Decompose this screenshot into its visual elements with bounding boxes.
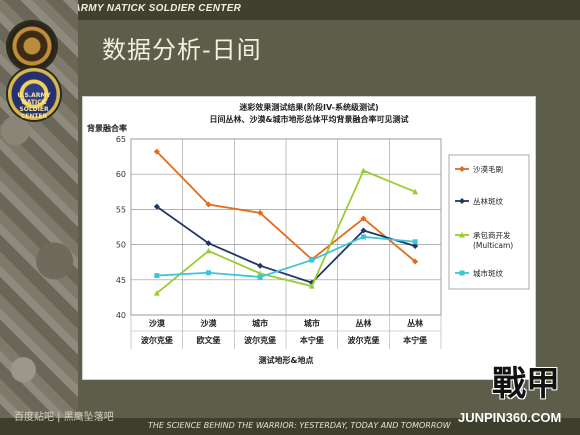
data-point <box>459 232 465 238</box>
y-tick-label: 65 <box>116 135 126 144</box>
data-point <box>309 257 315 263</box>
site-url: JUNPIN360.COM <box>458 410 562 425</box>
data-point <box>206 270 211 276</box>
x-tick-label: 本宁堡 <box>299 335 324 345</box>
x-tick-label: 波尔克堡 <box>141 335 173 345</box>
data-point <box>412 188 419 195</box>
footer-tagline: THE SCIENCE BEHIND THE WARRIOR: YESTERDA… <box>148 421 451 430</box>
series-line <box>156 151 416 263</box>
y-tick-label: 60 <box>116 170 126 179</box>
chart-title: 迷彩效果测试结果(阶段IV-系统级测试) <box>238 102 378 112</box>
series-line <box>156 235 416 278</box>
x-tick-label: 丛林 <box>407 318 423 328</box>
x-tick-label: 城市 <box>304 318 320 328</box>
legend-label: 城市斑纹 <box>473 268 503 278</box>
x-tick-label: 波尔克堡 <box>244 335 276 345</box>
data-point <box>360 167 367 174</box>
badge-text: U.S.ARMY NATICK SOLDIER CENTER <box>17 92 51 120</box>
data-point <box>308 283 315 289</box>
data-point <box>361 234 366 240</box>
data-point <box>153 290 160 296</box>
data-point <box>205 201 212 208</box>
header-bar: US ARMY NATICK SOLDIER CENTER <box>0 0 580 20</box>
data-point <box>412 258 419 265</box>
legend-label: 沙漠毛刷 <box>473 164 503 174</box>
footer-bar <box>0 418 580 435</box>
data-point <box>360 215 367 222</box>
org-title: US ARMY NATICK SOLDIER CENTER <box>56 3 242 14</box>
brand-logo: 戰甲 <box>492 364 560 404</box>
data-point <box>205 240 212 247</box>
data-point <box>459 198 465 204</box>
y-tick-label: 40 <box>116 311 126 320</box>
data-point <box>412 243 419 250</box>
legend-label: 承包商开发 <box>473 230 511 240</box>
y-tick-label: 50 <box>116 241 126 250</box>
legend-label: 丛林斑纹 <box>473 196 503 206</box>
data-point <box>257 262 264 269</box>
data-point <box>257 209 264 216</box>
slide-title: 数据分析-日间 <box>102 36 262 64</box>
watermark: 百度贴吧 | 黑鹰坠落吧 <box>14 412 114 423</box>
x-axis-label: 测试地形&地点 <box>259 355 314 365</box>
y-tick-label: 45 <box>116 276 126 285</box>
data-point <box>153 148 160 155</box>
x-tick-label: 沙漠 <box>201 318 218 328</box>
series-line <box>156 205 416 284</box>
legend-label: (Multicam) <box>473 241 513 250</box>
data-point <box>154 273 160 279</box>
army-natick-badge-logo <box>8 68 60 120</box>
chart-subtitle: 日间丛林、沙漠&城市地形总体平均背景融合率可见测试 <box>210 114 409 124</box>
x-tick-label: 丛林 <box>356 318 372 328</box>
y-axis-label: 背景融合率 <box>87 123 127 133</box>
data-point <box>360 227 367 234</box>
line-chart: 迷彩效果测试结果(阶段IV-系统级测试) 日间丛林、沙漠&城市地形总体平均背景融合… <box>87 102 530 365</box>
soldier-emblem-logo <box>8 22 56 70</box>
data-point <box>153 203 160 210</box>
data-point <box>412 239 418 245</box>
data-point <box>459 270 465 276</box>
x-tick-label: 城市 <box>252 318 268 328</box>
legend-box <box>448 154 530 290</box>
x-tick-label: 波尔克堡 <box>348 335 380 345</box>
chart-panel: 迷彩效果测试结果(阶段IV-系统级测试) 日间丛林、沙漠&城市地形总体平均背景融合… <box>82 96 536 380</box>
series-line <box>156 169 416 294</box>
data-point <box>459 166 465 172</box>
x-tick-label: 欧文堡 <box>197 335 221 345</box>
data-point <box>257 274 263 280</box>
data-point <box>205 247 212 254</box>
x-tick-label: 沙漠 <box>149 318 166 328</box>
x-tick-label: 本宁堡 <box>402 335 427 345</box>
y-tick-label: 55 <box>116 205 126 214</box>
